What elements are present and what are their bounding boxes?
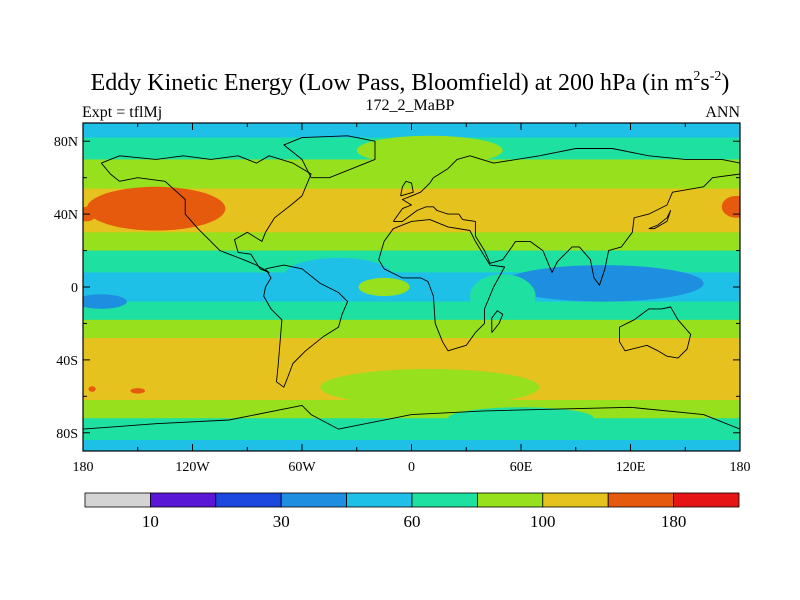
right-string: ANN xyxy=(705,104,740,121)
colorbar-label-0: 10 xyxy=(142,512,159,531)
x-tick-label-2: 60W xyxy=(288,460,316,475)
field-band-8 xyxy=(83,319,740,339)
field-blob-9 xyxy=(320,369,540,406)
field-band-4 xyxy=(83,232,740,252)
colorbar-swatch-4 xyxy=(346,492,413,508)
colorbar-label-4: 180 xyxy=(661,512,687,531)
colorbar-swatch-1 xyxy=(149,492,217,508)
x-tick-label-1: 120W xyxy=(175,460,210,475)
field-blob-1 xyxy=(721,195,740,218)
subtitle-center: 172_2_MaBP xyxy=(366,97,455,114)
colorbar-label-2: 60 xyxy=(404,512,421,531)
x-tick-label-5: 120E xyxy=(616,460,646,475)
field-blob-8 xyxy=(356,135,503,165)
colorbar: 10 30 60 100 180 xyxy=(84,492,740,531)
field-blob-3 xyxy=(502,265,704,302)
colorbar-swatch-5 xyxy=(411,492,478,508)
y-tick-label-2: 0 xyxy=(71,281,78,296)
field-band-7 xyxy=(83,301,740,321)
colorbar-swatch-8 xyxy=(607,492,675,508)
x-tick-label-3: 0 xyxy=(408,460,415,475)
coastline-1 xyxy=(263,264,349,388)
filled-contour-field xyxy=(83,123,740,451)
title-s-unit: s xyxy=(700,70,709,96)
colorbar-swatch-2 xyxy=(215,492,282,508)
colorbar-label-1: 30 xyxy=(273,512,290,531)
axis-ticks: 180 120W 60W 0 60E 120E 180 80N 40N 0 40S 80S xyxy=(54,123,751,475)
x-tick-label-4: 60E xyxy=(510,460,533,475)
x-tick-label-0: 180 xyxy=(73,460,94,475)
coastline-9 xyxy=(83,404,740,430)
field-blob-6 xyxy=(358,277,410,297)
y-tick-label-0: 80N xyxy=(54,135,78,150)
y-tick-label-3: 40S xyxy=(56,354,78,369)
field-blob-10 xyxy=(448,407,594,430)
coastline-overlay xyxy=(83,135,740,430)
title-m-exponent: 2 xyxy=(693,69,700,84)
title-s-exponent: -2 xyxy=(710,69,722,84)
coastline-6 xyxy=(400,180,414,197)
colorbar-swatch-0 xyxy=(84,492,151,508)
field-band-11 xyxy=(83,418,740,441)
field-blob-0 xyxy=(86,186,226,231)
chart-title: Eddy Kinetic Energy (Low Pass, Bloomfiel… xyxy=(91,69,730,96)
colorbar-swatch-6 xyxy=(476,492,544,508)
field-blob-12 xyxy=(88,386,96,392)
y-tick-label-1: 40N xyxy=(54,208,78,223)
colorbar-swatch-3 xyxy=(280,492,348,508)
coastline-7 xyxy=(648,210,672,230)
colorbar-swatch-9 xyxy=(673,492,740,508)
colorbar-swatch-7 xyxy=(542,492,609,508)
field-blob-4 xyxy=(83,294,127,309)
x-tick-label-6: 180 xyxy=(730,460,751,475)
field-blob-7 xyxy=(469,274,536,318)
coastline-3 xyxy=(392,148,740,286)
coastline-0 xyxy=(100,155,312,273)
field-blob-11 xyxy=(130,388,146,394)
coastline-5 xyxy=(619,306,692,359)
colorbar-label-3: 100 xyxy=(530,512,556,531)
y-tick-label-4: 80S xyxy=(56,427,78,442)
title-close-paren: ) xyxy=(721,70,729,96)
coastline-4 xyxy=(283,135,376,179)
coastline-2 xyxy=(378,219,506,352)
left-string: Expt = tflMj xyxy=(82,104,162,121)
coastline-8 xyxy=(491,310,504,333)
